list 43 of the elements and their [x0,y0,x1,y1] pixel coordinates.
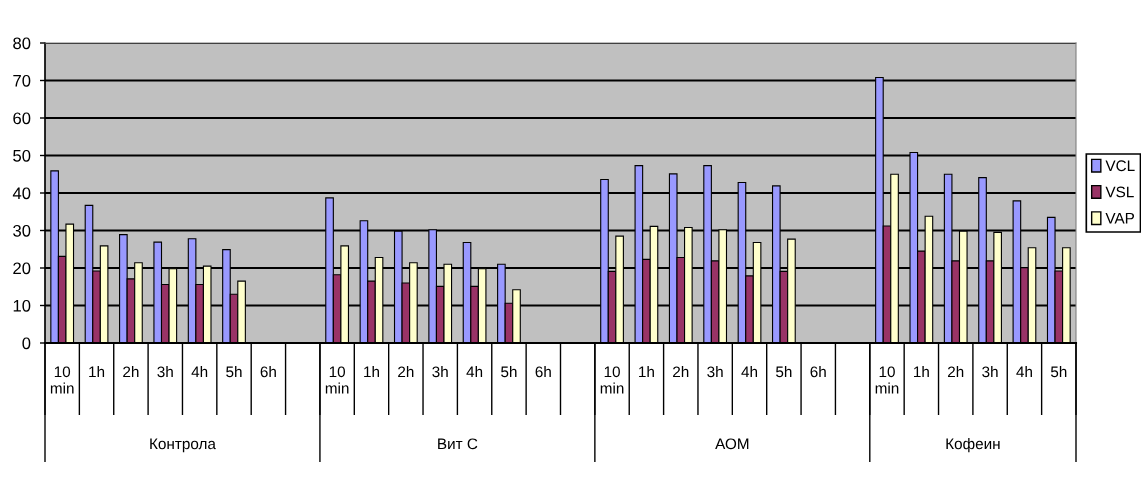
x-tick-label: 10 min [600,366,624,394]
y-tick-label: 20 [13,262,31,275]
x-tick-label: 1h [89,366,105,378]
x-tick-label: 10 min [875,366,899,394]
x-tick-label: 4h [1016,366,1032,378]
y-tick-label: 80 [13,37,31,50]
text: АОМ [715,438,749,450]
x-tick-label: 6h [810,366,826,378]
y-tick-label: 0 [22,337,31,350]
legend-label: VSL [1105,186,1134,198]
x-tick-label: 10 min [50,366,74,394]
x-tick-label: 1h [914,366,929,378]
y-tick-label: 10 [13,299,31,312]
legend-label: VAP [1105,212,1135,224]
x-tick-label: 2h [947,366,964,378]
x-tick-label: 1h [364,366,379,378]
x-tick-label: 1h [639,366,654,378]
text: Контрола [150,438,216,453]
x-tick-label: 4h [741,366,758,378]
text: Вит С [438,438,478,450]
x-tick-label: 4h [466,366,483,378]
x-tick-label: 3h [432,366,448,378]
y-tick-label: 50 [13,149,31,162]
x-tick-label: 6h [535,366,551,378]
x-tick-label: 2h [673,366,689,378]
x-tick-label: 3h [707,366,723,378]
x-tick-label: 2h [123,366,139,378]
x-tick-label: 5h [1050,366,1067,378]
y-tick-label: 30 [13,224,31,237]
x-tick-label: 5h [226,366,242,378]
x-tick-label: 4h [191,366,208,378]
y-tick-label: 70 [13,74,31,87]
x-tick-label: 3h [157,366,173,378]
x-tick-label: 5h [776,366,792,378]
text: Кофеин [946,438,1000,453]
y-tick-label: 40 [12,187,31,200]
x-tick-label: 2h [398,366,414,378]
x-tick-label: 6h [260,366,276,378]
x-tick-label: 5h [501,366,517,378]
y-tick-label: 60 [13,112,31,125]
x-tick-label: 3h [982,366,998,378]
x-tick-label: 10 min [325,366,349,394]
legend-label: VCL [1105,160,1135,172]
